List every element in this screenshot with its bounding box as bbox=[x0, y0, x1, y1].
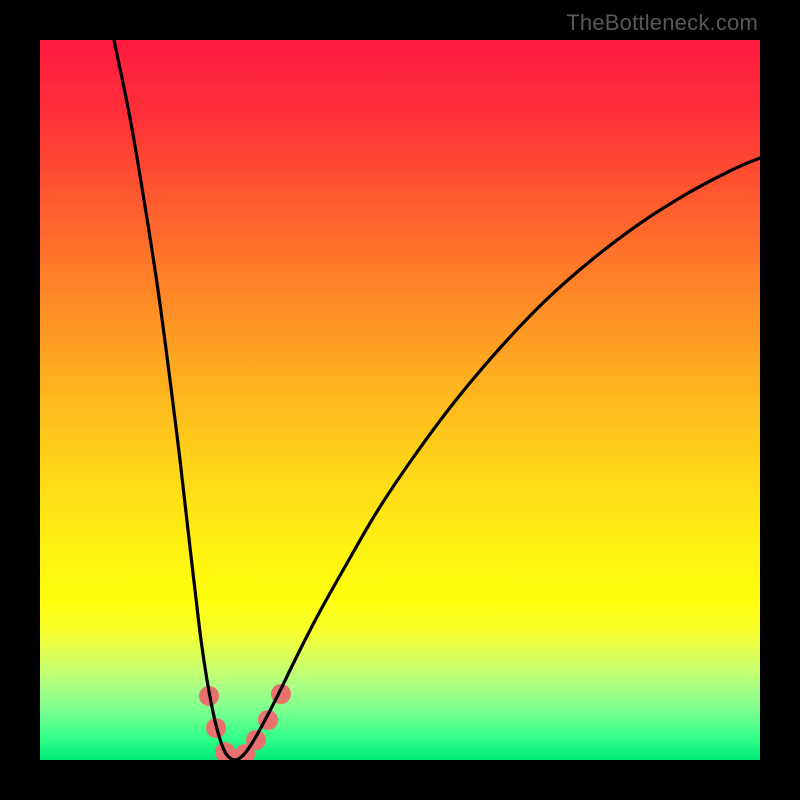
curve-line bbox=[114, 40, 760, 760]
bottleneck-curve bbox=[40, 40, 760, 760]
watermark-text: TheBottleneck.com bbox=[566, 10, 758, 36]
chart-container: TheBottleneck.com bbox=[0, 0, 800, 800]
plot-area bbox=[40, 40, 760, 760]
